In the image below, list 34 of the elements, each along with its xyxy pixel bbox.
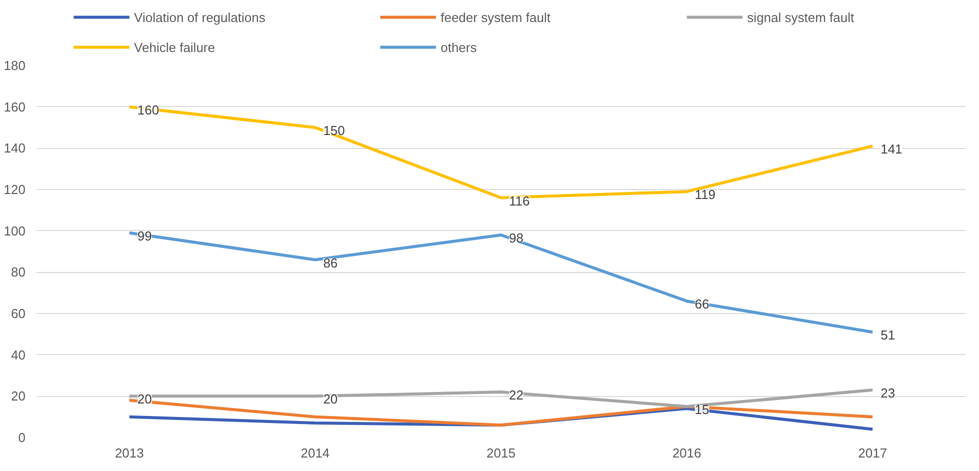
- data-label: 150: [323, 123, 345, 138]
- y-tick-label: 20: [11, 388, 26, 404]
- y-tick-label: 100: [4, 223, 26, 238]
- legend-label: signal system fault: [747, 10, 855, 25]
- x-tick-label: 2017: [858, 446, 888, 460]
- line-series: [128, 231, 874, 334]
- legend-label: Vehicle failure: [134, 40, 215, 55]
- data-label: 22: [509, 388, 524, 403]
- x-tick-label: 2016: [672, 446, 702, 460]
- x-tick-label: 2015: [486, 446, 516, 460]
- data-label: 66: [694, 296, 710, 312]
- data-label: 99: [137, 228, 152, 244]
- data-label: 20: [323, 392, 338, 407]
- data-label: 160: [137, 102, 160, 118]
- x-tick-label: 2014: [300, 446, 330, 460]
- y-tick-label: 60: [11, 306, 26, 321]
- y-tick-label: 120: [4, 182, 26, 197]
- y-tick-label: 40: [11, 347, 26, 362]
- legend-label: Violation of regulations: [134, 10, 266, 25]
- y-tick-label: 80: [11, 264, 26, 280]
- y-tick-label: 160: [4, 99, 26, 114]
- data-label: 116: [509, 193, 530, 208]
- y-tick-label: 0: [18, 430, 26, 445]
- data-label: 23: [880, 385, 896, 400]
- y-tick-label: 140: [4, 140, 26, 156]
- legend-label: feeder system fault: [440, 10, 551, 25]
- legend-label: others: [440, 40, 478, 55]
- data-label: 141: [880, 142, 902, 157]
- data-label: 86: [323, 255, 338, 270]
- data-label: 51: [880, 328, 896, 343]
- data-label: 98: [509, 230, 524, 246]
- x-tick-label: 2013: [114, 446, 144, 460]
- y-tick-label: 180: [4, 58, 26, 73]
- data-label: 119: [694, 187, 716, 202]
